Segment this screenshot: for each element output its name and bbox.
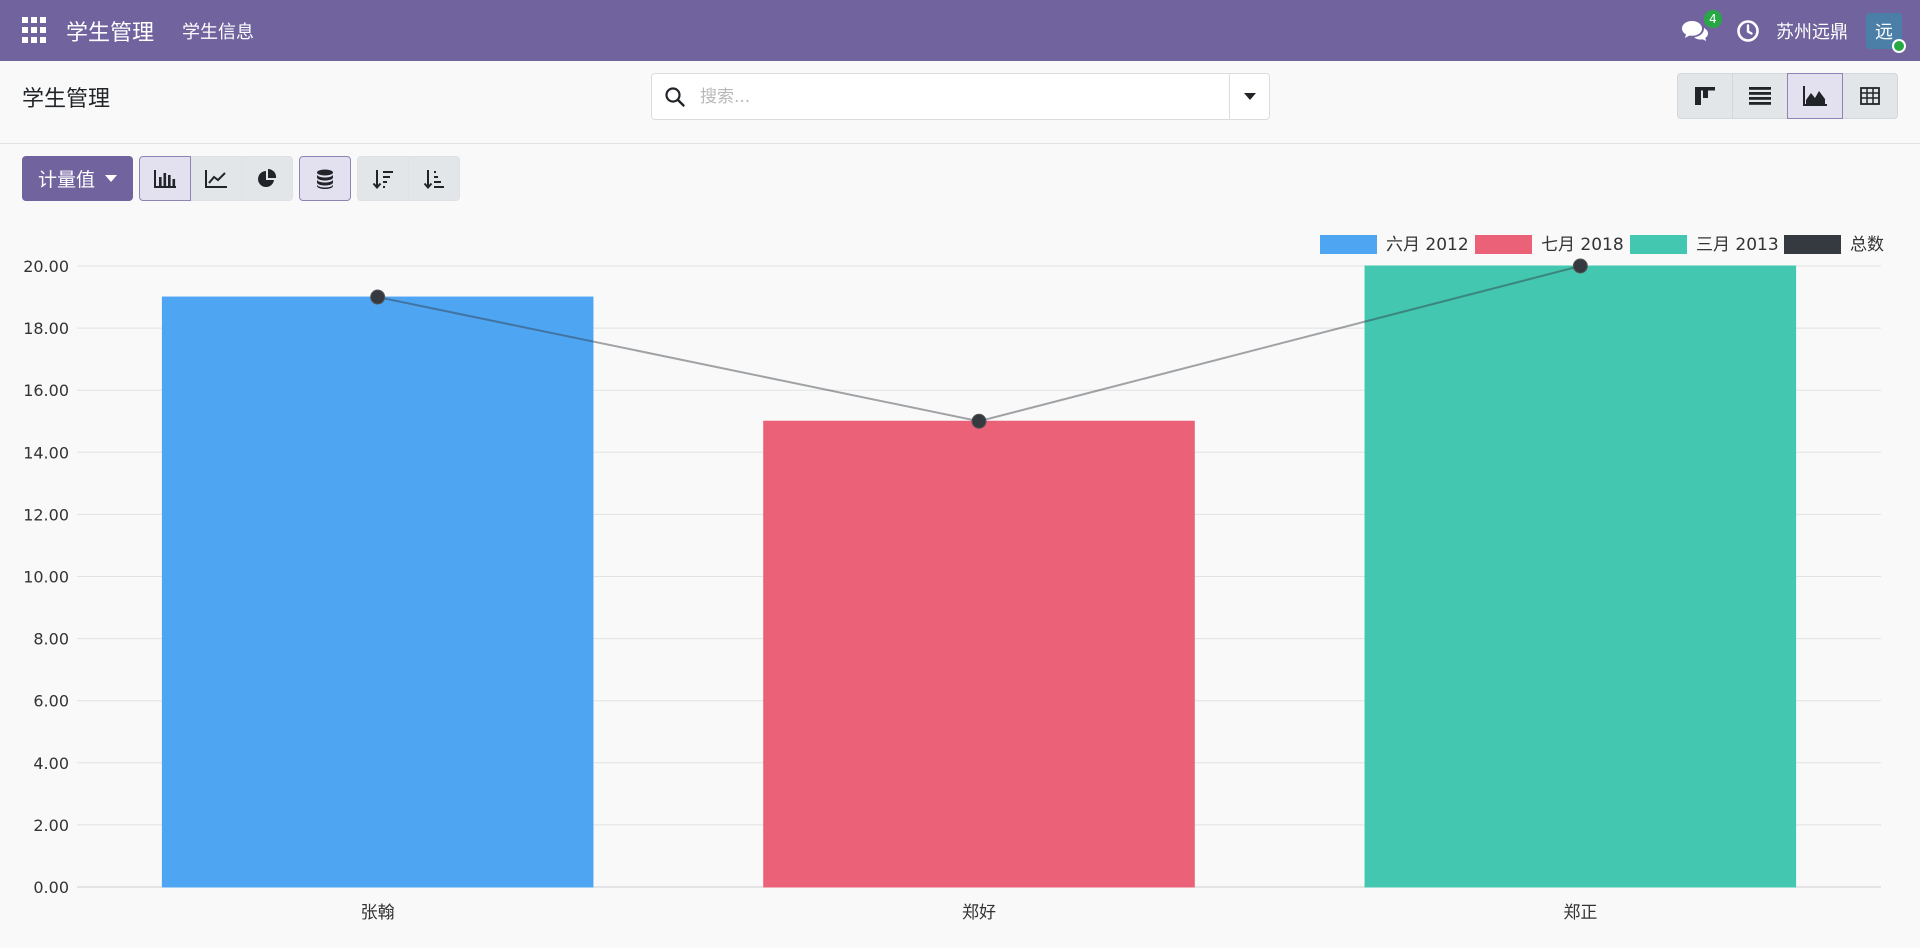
legend-swatch: [1475, 235, 1532, 254]
pie-chart-icon: [258, 168, 277, 187]
y-tick-label: 2.00: [33, 816, 69, 835]
stacked-group: [299, 156, 351, 201]
y-tick-label: 0.00: [33, 878, 69, 897]
search-icon: [665, 86, 685, 107]
view-graph-button[interactable]: [1787, 73, 1843, 119]
app-brand[interactable]: 学生管理: [66, 20, 155, 46]
legend-label: 三月 2013: [1696, 235, 1779, 255]
chat-icon[interactable]: 4: [1680, 9, 1722, 46]
avatar[interactable]: 远: [1866, 12, 1906, 53]
table-icon: [1860, 87, 1880, 105]
top-navbar: 学生管理 学生信息 4 苏州远鼎 远: [0, 0, 1920, 61]
total-point: [370, 289, 386, 305]
avatar-text: 远: [1875, 21, 1893, 43]
measures-label: 计量值: [37, 169, 95, 191]
online-status-dot: [1892, 38, 1906, 53]
legend-label: 六月 2012: [1386, 235, 1469, 255]
area-chart-icon: [1803, 86, 1827, 106]
y-tick-label: 4.00: [33, 754, 69, 773]
search-bar: [651, 73, 1270, 120]
legend-label: 七月 2018: [1541, 235, 1624, 255]
view-kanban-button[interactable]: [1677, 73, 1733, 119]
y-tick-label: 14.00: [23, 443, 69, 462]
kanban-icon: [1695, 87, 1715, 105]
legend-swatch: [1630, 235, 1687, 254]
line-chart-icon: [205, 169, 227, 188]
total-point: [971, 413, 987, 429]
pie-chart-button[interactable]: [241, 156, 293, 201]
sort-group: [357, 156, 460, 201]
line-chart-button[interactable]: [190, 156, 242, 201]
menu-item-student-info[interactable]: 学生信息: [182, 21, 255, 43]
graph-chart: 0.00 2.00 4.00 6.00 8.00 10.00 12.00 14.00 16.00…: [0, 225, 1920, 948]
bar-chart-icon: [154, 169, 176, 188]
legend-label: 总数: [1850, 235, 1884, 255]
clock-icon[interactable]: [1736, 19, 1760, 43]
search-options-toggle[interactable]: [1229, 74, 1269, 119]
sort-descending-button[interactable]: [357, 156, 409, 201]
sort-ascending-button[interactable]: [408, 156, 460, 201]
measures-dropdown-button[interactable]: 计量值: [22, 156, 133, 201]
chart-type-group: [139, 156, 293, 201]
y-tick-label: 10.00: [23, 568, 69, 587]
y-tick-label: 18.00: [23, 319, 69, 338]
x-tick-label: 郑好: [962, 903, 996, 923]
message-count-badge: 4: [1704, 9, 1722, 28]
x-tick-label: 郑正: [1563, 903, 1597, 923]
search-input[interactable]: [700, 86, 1229, 107]
caret-down-icon: [105, 175, 117, 182]
view-switcher: [1677, 73, 1898, 119]
y-tick-label: 12.00: [23, 505, 69, 524]
bar-chart-button[interactable]: [139, 156, 191, 201]
total-point: [1572, 258, 1588, 274]
sort-descending-icon: [372, 169, 393, 189]
database-icon: [317, 169, 333, 189]
stacked-toggle-button[interactable]: [299, 156, 351, 201]
bar: [763, 420, 1195, 888]
bar: [161, 296, 594, 888]
legend-swatch: [1784, 235, 1841, 254]
y-tick-label: 16.00: [23, 381, 69, 400]
graph-toolbar: 计量值: [22, 156, 460, 201]
y-tick-label: 8.00: [33, 630, 69, 649]
y-tick-label: 6.00: [33, 692, 69, 711]
y-tick-label: 20.00: [23, 257, 69, 276]
control-panel: 学生管理: [0, 61, 1920, 144]
sort-ascending-icon: [423, 169, 444, 189]
caret-down-icon: [1243, 92, 1256, 100]
view-pivot-button[interactable]: [1842, 73, 1898, 119]
legend-swatch: [1320, 235, 1377, 254]
list-icon: [1749, 87, 1771, 105]
navbar-systray: 4 苏州远鼎 远: [1680, 0, 1906, 61]
company-switcher[interactable]: 苏州远鼎: [1776, 21, 1848, 43]
bar-chart: 0.00 2.00 4.00 6.00 8.00 10.00 12.00 14.00 16.00…: [23, 235, 1884, 923]
page-title: 学生管理: [22, 87, 111, 112]
view-list-button[interactable]: [1732, 73, 1788, 119]
apps-grid-icon[interactable]: [22, 16, 50, 45]
x-tick-label: 张翰: [361, 903, 395, 923]
bar: [1364, 265, 1797, 888]
